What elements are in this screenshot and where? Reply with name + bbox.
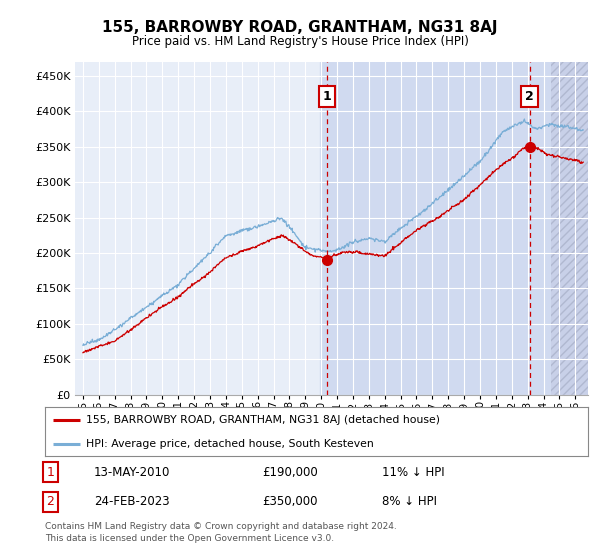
Bar: [320, 62, 551, 395]
Text: 11% ↓ HPI: 11% ↓ HPI: [382, 465, 444, 479]
Text: 155, BARROWBY ROAD, GRANTHAM, NG31 8AJ (detached house): 155, BARROWBY ROAD, GRANTHAM, NG31 8AJ (…: [86, 416, 440, 426]
Bar: [551, 62, 588, 395]
Text: 1: 1: [46, 465, 55, 479]
Text: Contains HM Land Registry data © Crown copyright and database right 2024.
This d: Contains HM Land Registry data © Crown c…: [45, 522, 397, 543]
Text: HPI: Average price, detached house, South Kesteven: HPI: Average price, detached house, Sout…: [86, 439, 373, 449]
Text: £190,000: £190,000: [262, 465, 318, 479]
Text: £350,000: £350,000: [262, 495, 318, 508]
Text: 24-FEB-2023: 24-FEB-2023: [94, 495, 169, 508]
Text: 13-MAY-2010: 13-MAY-2010: [94, 465, 170, 479]
Text: 2: 2: [525, 90, 534, 103]
Text: 155, BARROWBY ROAD, GRANTHAM, NG31 8AJ: 155, BARROWBY ROAD, GRANTHAM, NG31 8AJ: [102, 20, 498, 35]
Text: 1: 1: [323, 90, 331, 103]
Text: 8% ↓ HPI: 8% ↓ HPI: [382, 495, 437, 508]
Text: 2: 2: [46, 495, 55, 508]
Text: Price paid vs. HM Land Registry's House Price Index (HPI): Price paid vs. HM Land Registry's House …: [131, 35, 469, 48]
